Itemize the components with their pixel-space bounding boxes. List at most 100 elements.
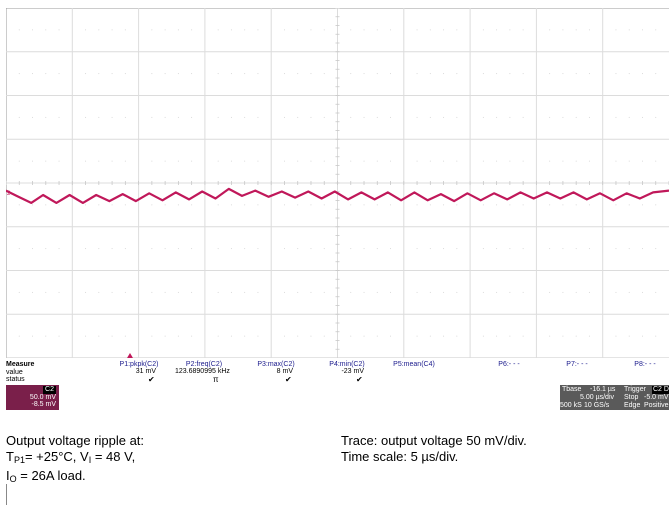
measure-title: Measure [6, 361, 35, 368]
grid-dot [310, 204, 312, 206]
grid-dot [628, 29, 630, 31]
grid-dot [416, 204, 418, 206]
grid-dot [496, 291, 498, 293]
grid-dot [18, 73, 20, 75]
measure-param-value: -23 mV [341, 368, 364, 375]
grid-dot [230, 29, 232, 31]
grid-dot [98, 73, 100, 75]
grid-dot [482, 335, 484, 337]
grid-dot [310, 73, 312, 75]
grid-dot [443, 160, 445, 162]
grid-dot [641, 204, 643, 206]
grid-dot [429, 73, 431, 75]
grid-dot [58, 116, 60, 118]
grid-dot [297, 160, 299, 162]
grid-dot [416, 73, 418, 75]
channel-marker-label: 2 [7, 191, 11, 197]
grid-dot [111, 29, 113, 31]
grid-dot [588, 73, 590, 75]
grid-dot [509, 248, 511, 250]
sample-count: 500 kS [560, 402, 582, 409]
grid-dot [217, 291, 219, 293]
grid-dot [456, 291, 458, 293]
grid-dot [641, 73, 643, 75]
grid-dot [350, 73, 352, 75]
grid-dot [376, 335, 378, 337]
measure-param-head[interactable]: P7:- - - [566, 361, 588, 368]
grid-dot [217, 29, 219, 31]
grid-dot [628, 204, 630, 206]
grid-dot [443, 73, 445, 75]
grid-dot [588, 291, 590, 293]
grid-dot [390, 116, 392, 118]
timebase-div: 5.00 µs/div [580, 394, 614, 401]
grid-dot [443, 291, 445, 293]
grid-dot [297, 73, 299, 75]
grid-dot [45, 116, 47, 118]
grid-dot [58, 204, 60, 206]
grid-dot [283, 160, 285, 162]
grid-dot [32, 248, 34, 250]
caption-left-line1: Output voltage ripple at: [6, 433, 145, 448]
grid-dot [416, 116, 418, 118]
grid-dot [615, 204, 617, 206]
grid-dot [588, 335, 590, 337]
grid-dot [45, 160, 47, 162]
grid-dot [98, 160, 100, 162]
grid-dot [390, 335, 392, 337]
grid-dot [177, 160, 179, 162]
measure-param-status: π [213, 375, 219, 384]
grid-dot [45, 335, 47, 337]
grid-dot [217, 160, 219, 162]
grid-dot [443, 116, 445, 118]
grid-dot [350, 116, 352, 118]
grid-dot [416, 335, 418, 337]
measure-param-head[interactable]: P3:max(C2) [257, 361, 295, 368]
grid-dot [151, 116, 153, 118]
grid-dot [230, 335, 232, 337]
grid-dot [482, 73, 484, 75]
grid-dot [323, 116, 325, 118]
grid-dot [164, 291, 166, 293]
grid-dot [522, 291, 524, 293]
grid-dot [482, 248, 484, 250]
grid-dot [376, 291, 378, 293]
grid-dot [283, 248, 285, 250]
grid-dot [549, 116, 551, 118]
caption-left-line2: TP1= +25°C, VI = 48 V, [6, 449, 136, 465]
channel-tag: C2 [43, 386, 56, 394]
grid-dot [111, 116, 113, 118]
grid-dot [575, 116, 577, 118]
grid-dot [177, 204, 179, 206]
grid-dot [376, 248, 378, 250]
measure-param-head[interactable]: P4:min(C2) [329, 361, 365, 368]
grid-dot [32, 204, 34, 206]
grid-dot [111, 160, 113, 162]
measure-param-head[interactable]: P5:mean(C4) [393, 361, 435, 368]
measure-param-head[interactable]: P1:pkpk(C2) [119, 361, 159, 368]
grid-dot [496, 29, 498, 31]
grid-dot [363, 335, 365, 337]
channel-descriptor[interactable]: C2 50.0 mV -8.5 mV [6, 385, 59, 410]
grid-dot [58, 160, 60, 162]
grid-dot [85, 29, 87, 31]
grid-dot [615, 291, 617, 293]
grid-dot [655, 204, 657, 206]
edge-label: Edge [624, 402, 641, 409]
grid-dot [376, 116, 378, 118]
grid-dot [32, 29, 34, 31]
measure-param-head[interactable]: P2:freq(C2) [185, 361, 223, 368]
grid-dot [562, 204, 564, 206]
trigger-position-marker[interactable] [127, 353, 133, 358]
grid-dot [522, 335, 524, 337]
grid-dot [655, 116, 657, 118]
measure-param-head[interactable]: P6:- - - [498, 361, 520, 368]
grid-dot [416, 291, 418, 293]
grid-dot [522, 116, 524, 118]
grid-dot [323, 160, 325, 162]
timebase-trigger-descriptor[interactable]: Tbase -16.1 µs 5.00 µs/div 500 kS 10 GS/… [560, 385, 669, 410]
grid-dot [310, 335, 312, 337]
measure-param-head[interactable]: P8:- - - [634, 361, 656, 368]
grid-dot [58, 248, 60, 250]
grid-dot [124, 73, 126, 75]
